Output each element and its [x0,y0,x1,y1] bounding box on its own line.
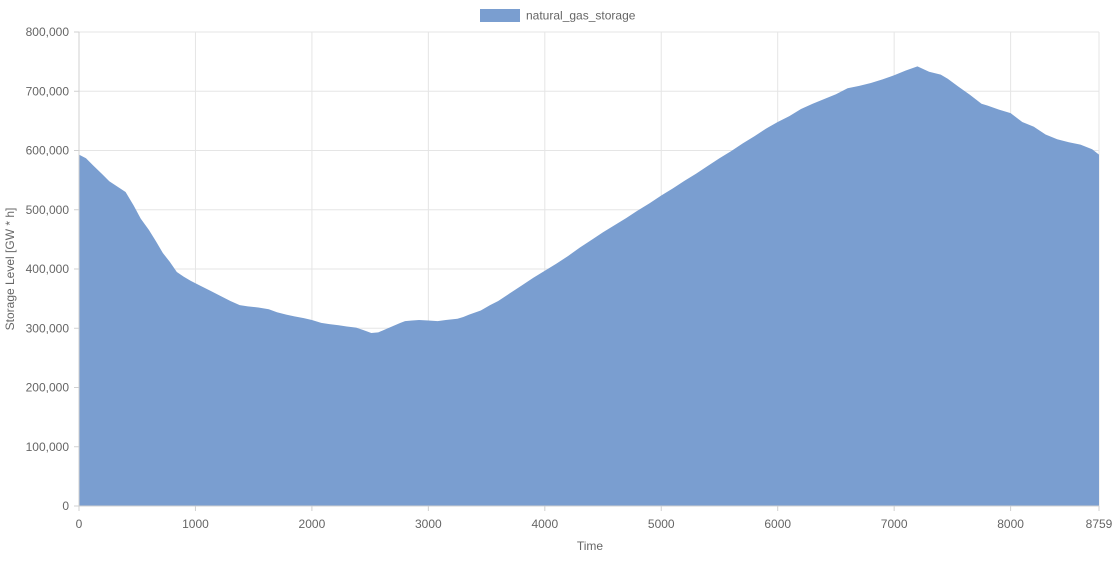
y-tick-label: 800,000 [26,25,70,39]
y-tick-label: 700,000 [26,84,70,98]
x-tick-label: 8000 [997,517,1024,531]
x-tick-label: 1000 [182,517,209,531]
series-area-natural-gas-storage [79,66,1099,507]
x-tick-label: 7000 [881,517,908,531]
y-tick-label: 0 [62,499,69,513]
legend-label: natural_gas_storage [526,9,636,23]
x-axis-title: Time [577,539,604,553]
y-tick-label: 500,000 [26,203,70,217]
y-tick-label: 200,000 [26,381,70,395]
x-tick-label: 5000 [648,517,675,531]
axes: 0 100,000 200,000 300,000 400,000 500,000 600,… [26,25,1113,531]
x-tick-label: 0 [76,517,83,531]
legend-swatch [480,9,520,22]
y-tick-label: 100,000 [26,440,70,454]
legend[interactable]: natural_gas_storage [480,9,636,23]
x-tick-label: 4000 [531,517,558,531]
y-tick-label: 300,000 [26,321,70,335]
series-area-group [79,66,1099,507]
y-tick-label: 400,000 [26,262,70,276]
x-tick-label: 6000 [764,517,791,531]
y-tick-label: 600,000 [26,144,70,158]
x-tick-label: 8759 [1086,517,1113,531]
x-tick-label: 2000 [299,517,326,531]
y-axis-title: Storage Level [GW * h] [3,208,17,331]
x-tick-label: 3000 [415,517,442,531]
